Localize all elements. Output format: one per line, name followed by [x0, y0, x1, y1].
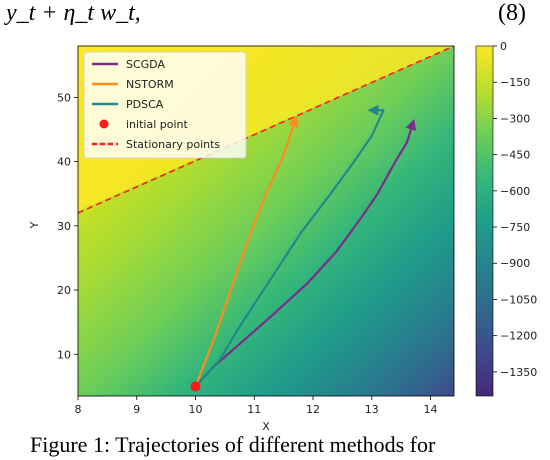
y-tick-label: 50	[57, 91, 71, 104]
x-tick-label: 13	[365, 403, 379, 416]
legend-initial-point-swatch	[99, 119, 109, 129]
colorbar-tick-label: 0	[500, 40, 507, 53]
x-tick-label: 10	[189, 403, 203, 416]
y-tick-label: 10	[57, 348, 71, 361]
plot-frame	[77, 45, 455, 397]
y-tick-label: 20	[57, 284, 71, 297]
series-scgda-line	[194, 118, 417, 388]
colorbar-tick-label: −750	[500, 221, 530, 234]
colorbar-tick-label: −300	[500, 112, 530, 125]
x-tick-label: 9	[133, 403, 140, 416]
colorbar-tick-label: −1050	[500, 293, 537, 306]
colorbar-tick-label: −450	[500, 149, 530, 162]
legend-pdsca-label: PDSCA	[126, 98, 164, 111]
x-axis-label: X	[262, 420, 270, 433]
y-ticks: 10 20 30 40 50	[57, 91, 78, 361]
y-axis-label: Y	[28, 221, 41, 229]
x-tick-label: 14	[424, 403, 438, 416]
colorbar-ticks: 0 −150 −300 −450 −600 −750 −900 −1050 −1200 −1350	[493, 40, 537, 379]
legend-box	[83, 51, 247, 159]
colorbar-tick-label: −600	[500, 185, 530, 198]
equation-text: y_t + η_t w_t,	[6, 0, 141, 26]
series-nstorm-line	[194, 115, 299, 387]
legend-scgda-label: SCGDA	[126, 58, 165, 71]
x-tick-label: 8	[75, 403, 82, 416]
series-initial-point-marker	[190, 381, 201, 392]
legend-initial-point-label: initial point	[126, 118, 188, 131]
x-tick-label: 12	[306, 403, 320, 416]
legend-stationary-points-label: Stationary points	[126, 138, 220, 151]
colorbar	[475, 45, 494, 397]
colorbar-tick-label: −900	[500, 257, 530, 270]
colorbar-tick-label: −1200	[500, 330, 537, 343]
x-ticks: 8 9 10 11 12 13 14	[75, 396, 438, 416]
figure-caption: Figure 1: Trajectories of different meth…	[30, 432, 436, 457]
colorbar-tick-label: −1350	[500, 366, 537, 379]
series-stationary-points-line	[78, 46, 454, 214]
colorbar-tick-label: −150	[500, 76, 530, 89]
series-layer	[78, 46, 454, 392]
x-tick-label: 11	[247, 403, 261, 416]
y-tick-label: 30	[57, 220, 71, 233]
series-pdsca-line	[194, 104, 385, 388]
legend: SCGDA NSTORM PDSCA initial point Stationary …	[83, 51, 247, 159]
legend-nstorm-label: NSTORM	[126, 78, 174, 91]
equation-number: (8)	[498, 0, 526, 26]
y-tick-label: 40	[57, 156, 71, 169]
